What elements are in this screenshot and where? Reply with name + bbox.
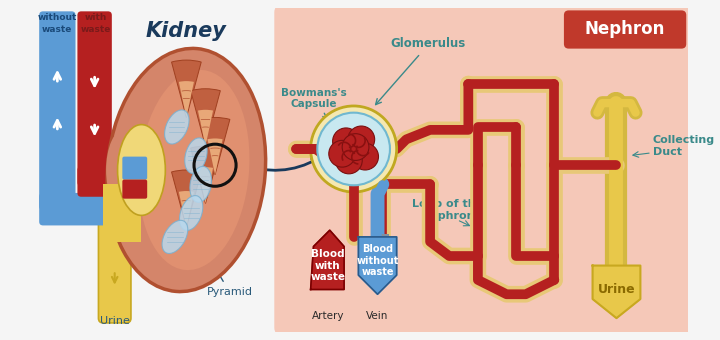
Wedge shape bbox=[200, 117, 230, 175]
FancyBboxPatch shape bbox=[122, 157, 147, 180]
Ellipse shape bbox=[117, 124, 166, 216]
Text: Glomerulus: Glomerulus bbox=[390, 37, 466, 50]
Text: with: with bbox=[84, 13, 107, 22]
Ellipse shape bbox=[190, 166, 212, 202]
Circle shape bbox=[333, 128, 359, 155]
Wedge shape bbox=[191, 89, 220, 146]
Text: Bowmans's
Capsule: Bowmans's Capsule bbox=[281, 87, 346, 109]
Ellipse shape bbox=[138, 70, 249, 270]
Wedge shape bbox=[171, 60, 201, 117]
FancyBboxPatch shape bbox=[78, 11, 112, 186]
Wedge shape bbox=[198, 110, 213, 146]
Text: Collecting
Duct: Collecting Duct bbox=[653, 135, 715, 157]
Ellipse shape bbox=[106, 130, 143, 210]
Text: Nephron: Nephron bbox=[585, 20, 665, 38]
FancyBboxPatch shape bbox=[99, 180, 131, 323]
FancyBboxPatch shape bbox=[78, 166, 143, 197]
Text: waste: waste bbox=[42, 25, 73, 34]
Polygon shape bbox=[593, 266, 640, 318]
Circle shape bbox=[352, 143, 379, 170]
Circle shape bbox=[318, 113, 390, 185]
Wedge shape bbox=[171, 170, 201, 227]
Circle shape bbox=[346, 141, 361, 157]
Polygon shape bbox=[359, 237, 397, 294]
Circle shape bbox=[348, 126, 374, 153]
Ellipse shape bbox=[179, 195, 203, 231]
FancyBboxPatch shape bbox=[39, 11, 76, 210]
Wedge shape bbox=[191, 146, 220, 203]
Wedge shape bbox=[198, 167, 213, 203]
Text: Loop of the
Nephron: Loop of the Nephron bbox=[412, 199, 483, 221]
Wedge shape bbox=[179, 191, 194, 227]
Text: Artery: Artery bbox=[312, 311, 344, 321]
FancyBboxPatch shape bbox=[274, 5, 691, 335]
FancyBboxPatch shape bbox=[122, 180, 147, 199]
Text: without: without bbox=[37, 13, 77, 22]
Ellipse shape bbox=[162, 220, 188, 254]
Text: Vein: Vein bbox=[366, 311, 389, 321]
Wedge shape bbox=[179, 81, 194, 117]
Ellipse shape bbox=[165, 110, 189, 144]
FancyBboxPatch shape bbox=[564, 11, 686, 49]
FancyBboxPatch shape bbox=[376, 234, 389, 245]
Text: waste: waste bbox=[81, 25, 111, 34]
Text: Blood
without
waste: Blood without waste bbox=[356, 244, 399, 277]
Bar bbox=[103, 184, 141, 242]
Wedge shape bbox=[207, 138, 222, 175]
Circle shape bbox=[342, 134, 369, 160]
Polygon shape bbox=[310, 230, 344, 289]
Text: Urine: Urine bbox=[598, 283, 635, 296]
Text: Urine: Urine bbox=[100, 316, 130, 326]
Ellipse shape bbox=[185, 138, 207, 173]
Circle shape bbox=[329, 140, 356, 167]
FancyBboxPatch shape bbox=[39, 193, 143, 225]
Text: Pyramid: Pyramid bbox=[207, 287, 253, 296]
Text: Blood
with
waste: Blood with waste bbox=[310, 249, 346, 282]
Circle shape bbox=[336, 147, 362, 174]
Circle shape bbox=[310, 106, 397, 192]
Ellipse shape bbox=[107, 48, 266, 292]
Text: Kidney: Kidney bbox=[146, 21, 227, 41]
